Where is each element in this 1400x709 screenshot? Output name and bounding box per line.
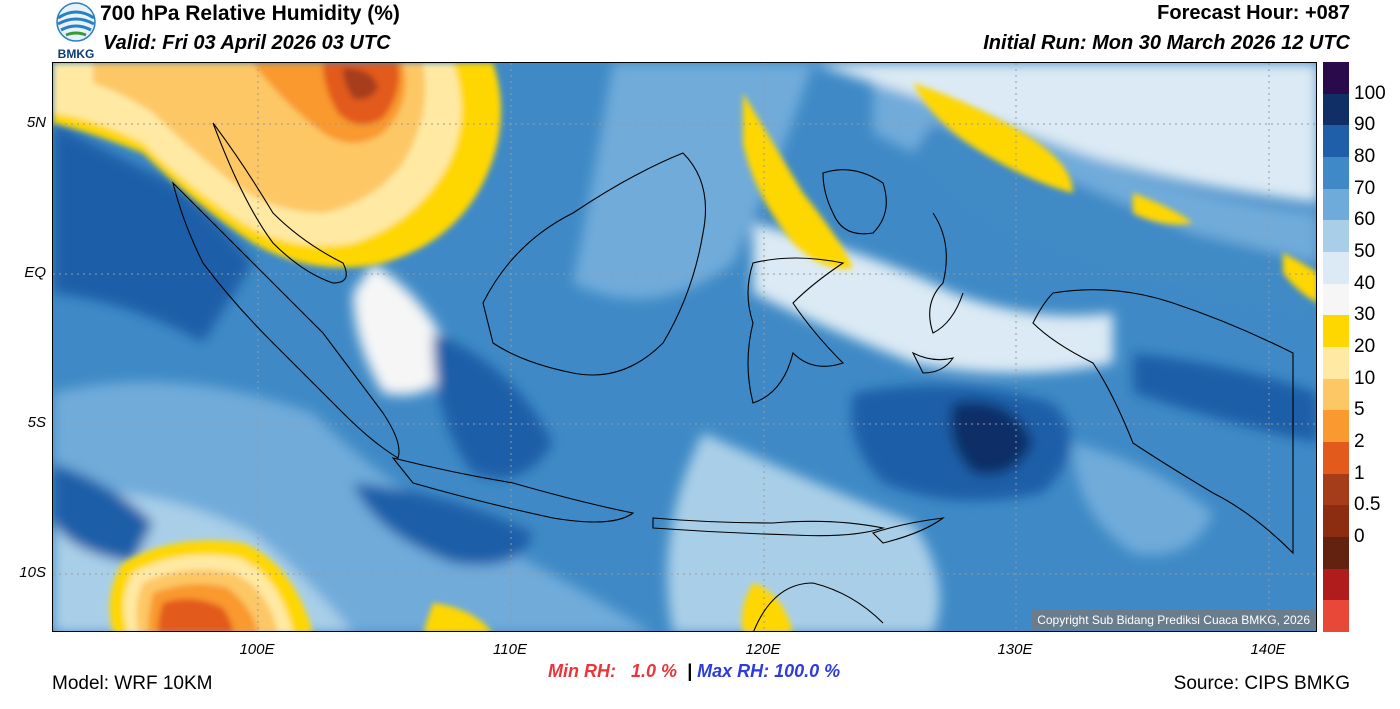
colorbar-label: 80 bbox=[1354, 146, 1376, 167]
min-rh: Min RH: 1.0 % bbox=[548, 661, 678, 681]
colorbar-segment bbox=[1323, 442, 1349, 475]
colorbar-label: 0.5 bbox=[1354, 494, 1381, 516]
colorbar bbox=[1323, 62, 1349, 633]
colorbar-label: 20 bbox=[1354, 336, 1376, 357]
colorbar-label: 70 bbox=[1354, 177, 1376, 199]
max-rh: Max RH: 100.0 % bbox=[697, 661, 841, 681]
colorbar-label: 90 bbox=[1354, 114, 1376, 136]
colorbar-segment bbox=[1323, 600, 1349, 633]
colorbar-segment bbox=[1323, 347, 1349, 380]
colorbar-segment bbox=[1323, 125, 1349, 158]
colorbar-label: 0 bbox=[1354, 526, 1365, 547]
colorbar-label: 1 bbox=[1354, 462, 1365, 484]
lon-label-110e: 110E bbox=[493, 641, 527, 658]
forecast-hour: Forecast Hour: +087 bbox=[1157, 2, 1350, 24]
colorbar-segment bbox=[1323, 157, 1349, 190]
colorbar-segment bbox=[1323, 505, 1349, 538]
colorbar-label: 10 bbox=[1354, 367, 1376, 389]
colorbar-segment bbox=[1323, 537, 1349, 570]
colorbar-label: 50 bbox=[1354, 241, 1376, 262]
lon-label-100e: 100E bbox=[239, 641, 275, 658]
rh-stats: Min RH: 1.0 % | Max RH: 100.0 % bbox=[548, 661, 840, 682]
colorbar-segment bbox=[1323, 252, 1349, 285]
colorbar-segment bbox=[1323, 410, 1349, 443]
lat-label-10s: 10S bbox=[19, 564, 46, 581]
colorbar-label: 2 bbox=[1354, 431, 1365, 452]
colorbar-segment bbox=[1323, 378, 1349, 411]
colorbar-segment bbox=[1323, 62, 1349, 95]
lat-label-5s: 5S bbox=[27, 414, 46, 431]
initial-run: Initial Run: Mon 30 March 2026 12 UTC bbox=[983, 32, 1350, 54]
colorbar-segment bbox=[1323, 220, 1349, 253]
lat-label-5n: 5N bbox=[26, 114, 46, 131]
colorbar-segment bbox=[1323, 283, 1349, 316]
colorbar-label: 30 bbox=[1354, 304, 1376, 326]
colorbar-label: 5 bbox=[1354, 399, 1365, 421]
valid-time: Valid: Fri 03 April 2026 03 UTC bbox=[103, 32, 391, 54]
source-label: Source: CIPS BMKG bbox=[1173, 673, 1350, 694]
chart-title: 700 hPa Relative Humidity (%) bbox=[100, 2, 400, 25]
dry-areas bbox=[53, 63, 1316, 631]
colorbar-segment bbox=[1323, 188, 1349, 221]
colorbar-segment bbox=[1323, 473, 1349, 506]
bmkg-logo: BMKG bbox=[52, 2, 100, 61]
lon-label-130e: 130E bbox=[997, 641, 1033, 658]
copyright-notice: Copyright Sub Bidang Prediksi Cuaca BMKG… bbox=[1031, 610, 1316, 630]
colorbar-label: 60 bbox=[1354, 209, 1376, 231]
colorbar-segment bbox=[1323, 93, 1349, 126]
lon-label-120e: 120E bbox=[745, 641, 781, 658]
colorbar-segment bbox=[1323, 568, 1349, 601]
model-label: Model: WRF 10KM bbox=[52, 673, 213, 694]
lon-label-140e: 140E bbox=[1250, 641, 1286, 658]
stats-separator: | bbox=[687, 661, 693, 681]
map-canvas bbox=[53, 63, 1316, 631]
colorbar-label: 100 bbox=[1354, 82, 1386, 104]
logo-text: BMKG bbox=[58, 47, 95, 60]
humidity-map bbox=[52, 62, 1317, 632]
lat-label-eq: EQ bbox=[24, 264, 46, 281]
colorbar-segment bbox=[1323, 315, 1349, 348]
coastlines bbox=[171, 122, 1294, 631]
colorbar-label: 40 bbox=[1354, 272, 1376, 294]
